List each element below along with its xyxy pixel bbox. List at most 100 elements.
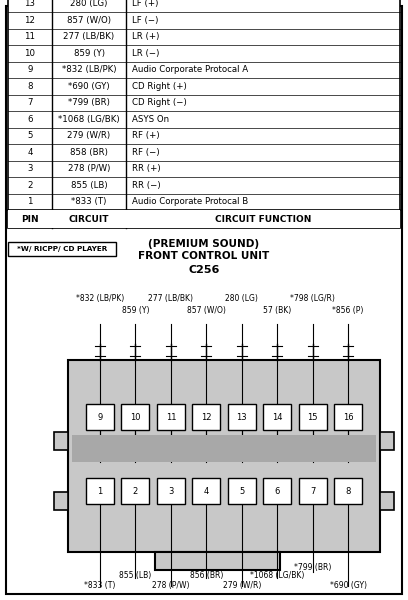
Text: 280 (LG): 280 (LG) [225, 294, 258, 303]
Text: RF (−): RF (−) [132, 148, 160, 157]
Text: LR (+): LR (+) [132, 32, 160, 41]
Text: 8: 8 [345, 487, 351, 496]
Text: 4: 4 [204, 487, 209, 496]
Text: 1: 1 [27, 197, 33, 206]
Text: 2: 2 [27, 181, 33, 190]
Bar [157, 478, 185, 504]
Text: *690 (GY): *690 (GY) [330, 581, 366, 590]
Text: 10: 10 [130, 413, 141, 421]
Text: 8: 8 [27, 82, 33, 91]
Text: 10: 10 [24, 49, 35, 58]
Bar [228, 404, 256, 430]
Bar [192, 404, 220, 430]
Bar [334, 404, 362, 430]
Bar [299, 478, 326, 504]
Text: RR (+): RR (+) [132, 164, 161, 173]
Text: 857 (W/O): 857 (W/O) [187, 306, 226, 315]
Text: 11: 11 [24, 32, 35, 41]
Bar [54, 432, 68, 450]
Text: *832 (LB/PK): *832 (LB/PK) [76, 294, 124, 303]
Text: *1068 (LG/BK): *1068 (LG/BK) [250, 571, 304, 580]
Text: *833 (T): *833 (T) [71, 197, 106, 206]
Text: *798 (LG/R): *798 (LG/R) [290, 294, 335, 303]
Text: *832 (LB/PK): *832 (LB/PK) [62, 65, 116, 74]
Text: *799 (BR): *799 (BR) [294, 563, 331, 572]
Text: 279 (W/R): 279 (W/R) [67, 131, 111, 140]
Text: (PREMIUM SOUND): (PREMIUM SOUND) [149, 239, 259, 249]
Text: 858 (BR): 858 (BR) [70, 148, 108, 157]
Text: CIRCUIT: CIRCUIT [69, 214, 109, 223]
Text: 278 (P/W): 278 (P/W) [152, 581, 190, 590]
Text: *856 (P): *856 (P) [332, 306, 364, 315]
Text: Audio Corporate Protocal A: Audio Corporate Protocal A [132, 65, 248, 74]
Text: RF (+): RF (+) [132, 131, 160, 140]
Text: FRONT CONTROL UNIT: FRONT CONTROL UNIT [138, 251, 270, 261]
Text: 11: 11 [166, 413, 176, 421]
Text: 3: 3 [27, 164, 33, 173]
Bar [86, 404, 114, 430]
Text: 859 (Y): 859 (Y) [73, 49, 104, 58]
Text: 9: 9 [27, 65, 33, 74]
Bar [263, 478, 291, 504]
Bar [192, 478, 220, 504]
Text: RR (−): RR (−) [132, 181, 161, 190]
Text: 15: 15 [307, 413, 318, 421]
Text: 12: 12 [201, 413, 211, 421]
Text: 16: 16 [343, 413, 353, 421]
Bar [68, 360, 380, 552]
Text: 9: 9 [98, 413, 103, 421]
Text: LR (−): LR (−) [132, 49, 160, 58]
Text: 3: 3 [168, 487, 173, 496]
Text: 279 (W/R): 279 (W/R) [222, 581, 261, 590]
Text: 6: 6 [27, 115, 33, 124]
Text: 278 (P/W): 278 (P/W) [68, 164, 110, 173]
Bar [8, 242, 116, 256]
Text: 7: 7 [310, 487, 315, 496]
Text: CIRCUIT FUNCTION: CIRCUIT FUNCTION [215, 214, 311, 223]
Text: 1: 1 [98, 487, 103, 496]
Text: ASYS On: ASYS On [132, 115, 169, 124]
Text: LF (−): LF (−) [132, 16, 158, 25]
Text: *833 (T): *833 (T) [84, 581, 116, 590]
Text: 13: 13 [236, 413, 247, 421]
Bar [155, 552, 280, 570]
Bar [122, 404, 149, 430]
Bar [122, 478, 149, 504]
Bar [380, 492, 394, 510]
Text: 277 (LB/BK): 277 (LB/BK) [149, 294, 193, 303]
Text: 855 (LB): 855 (LB) [71, 181, 107, 190]
Text: 5: 5 [27, 131, 33, 140]
Text: 855 (LB): 855 (LB) [119, 571, 151, 580]
Text: 5: 5 [239, 487, 244, 496]
Text: 14: 14 [272, 413, 282, 421]
Text: 7: 7 [27, 98, 33, 107]
Text: 856 (BR): 856 (BR) [190, 571, 223, 580]
Text: 2: 2 [133, 487, 138, 496]
Text: 280 (LG): 280 (LG) [70, 0, 108, 8]
Text: CD Right (+): CD Right (+) [132, 82, 187, 91]
Text: PIN: PIN [21, 214, 39, 223]
Text: C256: C256 [188, 265, 220, 275]
Text: 859 (Y): 859 (Y) [122, 306, 149, 315]
Bar [228, 478, 256, 504]
Text: *690 (GY): *690 (GY) [68, 82, 110, 91]
Text: 6: 6 [275, 487, 280, 496]
Text: 4: 4 [27, 148, 33, 157]
Text: LF (+): LF (+) [132, 0, 158, 8]
Text: *799 (BR): *799 (BR) [68, 98, 110, 107]
Bar [86, 478, 114, 504]
Text: 57 (BK): 57 (BK) [263, 306, 291, 315]
Text: *W/ RICPP/ CD PLAYER: *W/ RICPP/ CD PLAYER [17, 246, 107, 252]
Text: Audio Corporate Protocal B: Audio Corporate Protocal B [132, 197, 248, 206]
Bar [8, 210, 400, 228]
Text: 13: 13 [24, 0, 35, 8]
Bar [334, 478, 362, 504]
Bar [72, 435, 376, 462]
Bar [54, 492, 68, 510]
Text: 277 (LB/BK): 277 (LB/BK) [63, 32, 115, 41]
Text: 12: 12 [24, 16, 35, 25]
Bar [263, 404, 291, 430]
Bar [380, 432, 394, 450]
Bar [8, 0, 400, 228]
Bar [299, 404, 326, 430]
